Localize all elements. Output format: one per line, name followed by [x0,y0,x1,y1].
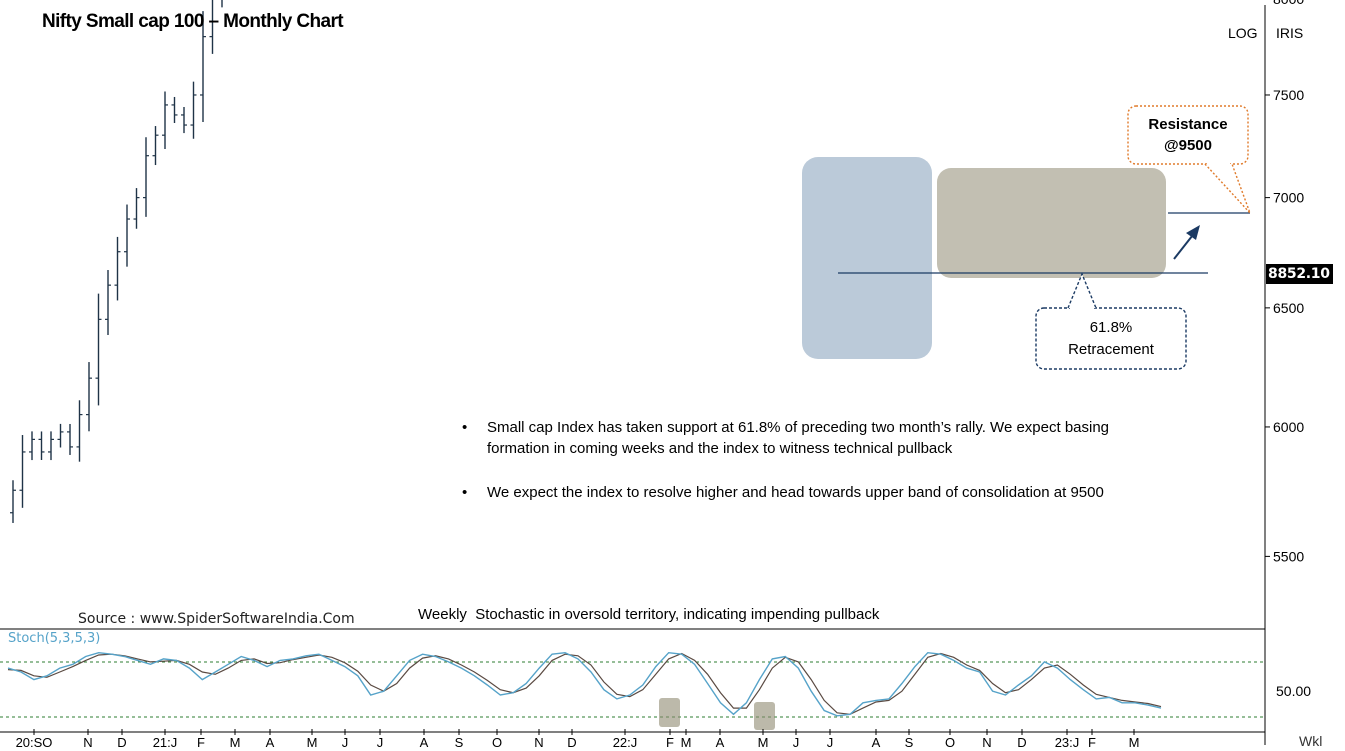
time-tick-label: D [117,735,126,750]
ohlc-bar [124,204,130,267]
time-tick-label: 23:J [1055,735,1080,750]
arrow-head-icon [1186,225,1200,240]
price-tick-label: 7000 [1273,190,1304,206]
last-price-value: 8852.10 [1268,266,1330,282]
period-label[interactable]: Wkl [1299,733,1323,749]
chart-title: Nifty Small cap 100 – Monthly Chart [42,11,344,32]
time-tick-label: A [872,735,881,750]
retracement-label-line1: 61.8% [1089,319,1133,336]
price-tick-label: 6000 [1273,419,1304,435]
ohlc-bar [67,423,73,455]
price-axis-ticks: 5500600065007000750080008500900095001000… [1265,0,1304,564]
ohlc-bar [10,480,16,523]
resistance-callout-box [1127,105,1249,165]
time-tick-label: 22:J [613,735,638,750]
time-tick-label: O [945,735,955,750]
oversold-marker [659,698,680,727]
resistance-label-line2: @9500 [1164,137,1212,154]
oversold-marker [754,702,775,730]
time-tick-label: A [716,735,725,750]
ohlc-bar [95,293,102,406]
time-axis-ticks: 20:SO N D 21:J F M A M J J A S O N D 22:J F M A M J J A S O N D 23:… [16,729,1140,750]
price-tick-label: 8000 [1273,0,1304,7]
commentary-point-1: • Small cap Index has taken support at 6… [462,417,1167,459]
ohlc-bar [86,362,92,432]
time-tick-label: 21:J [153,735,178,750]
time-tick-label: M [681,735,692,750]
price-tick-label: 6500 [1273,300,1304,316]
time-tick-label: M [1129,735,1140,750]
time-tick-label: J [827,735,834,750]
time-tick-label: N [83,735,92,750]
time-tick-label: D [567,735,576,750]
retracement-callout-pointer [1067,272,1097,309]
stoch-k-line [7,651,1162,717]
ohlc-bar [162,91,168,150]
time-tick-label: A [420,735,429,750]
commentary-text-2: We expect the index to resolve higher an… [487,484,1104,501]
consolidation-highlight-box [937,168,1166,278]
ohlc-bar [181,106,187,134]
time-tick-label: M [230,735,241,750]
source-credit: Source : www.SpiderSoftwareIndia.Com [78,611,355,627]
price-tick-label: 5500 [1273,548,1304,564]
resistance-callout-pointer [1204,163,1251,214]
ohlc-bar [29,431,35,461]
time-tick-label: J [342,735,349,750]
time-tick-label: N [982,735,991,750]
ohlc-bar [105,270,111,336]
ohlc-bar [76,400,83,462]
time-tick-label: F [197,735,205,750]
commentary-point-2: • We expect the index to resolve higher … [462,482,1167,503]
time-tick-label: J [377,735,384,750]
time-tick-label: O [492,735,502,750]
stochastic-tick-label: 50.00 [1276,683,1312,699]
ohlc-bar [221,0,223,8]
stoch-d-line [7,652,1162,715]
scale-mode-label[interactable]: LOG [1228,25,1258,41]
time-tick-label: D [1017,735,1026,750]
time-tick-label: S [905,735,914,750]
last-price-tag [1266,264,1333,284]
time-tick-label: J [793,735,800,750]
ohlc-bar [152,126,159,166]
stochastic-label: Stoch(5,3,5,3) [8,631,101,646]
ohlc-bar [209,0,214,54]
price-tick-label: 7500 [1273,87,1304,103]
bullet-icon: • [462,419,468,436]
time-tick-label: 20:SO [16,735,53,750]
time-tick-label: F [666,735,674,750]
ohlc-bar [38,431,45,461]
commentary-text-1: Small cap Index has taken support at 61.… [487,419,1110,457]
bullet-icon: • [462,484,468,501]
ohlc-bar [143,137,149,217]
ohlc-bar [133,188,140,229]
ohlc-bar [48,431,54,461]
ohlc-bar [114,236,121,301]
retracement-callout-box [1035,307,1187,370]
ohlc-bar [190,81,197,139]
indicator-label[interactable]: IRIS [1276,25,1304,41]
stochastic-panel [0,651,1265,730]
resistance-label-line1: Resistance [1148,116,1228,133]
time-tick-label: A [266,735,275,750]
retracement-label-line2: Retracement [1068,341,1154,358]
time-tick-label: M [307,735,318,750]
ohlc-bar [57,423,64,448]
time-tick-label: M [758,735,769,750]
stochastic-caption: Weekly Stochastic in oversold territory,… [418,606,880,623]
time-tick-label: N [534,735,543,750]
time-tick-label: S [455,735,464,750]
rally-highlight-box [802,157,932,359]
ohlc-bar [171,96,178,124]
ohlc-bar [19,435,26,508]
ohlc-bar [200,11,206,122]
time-tick-label: F [1088,735,1096,750]
price-bars [10,0,223,523]
